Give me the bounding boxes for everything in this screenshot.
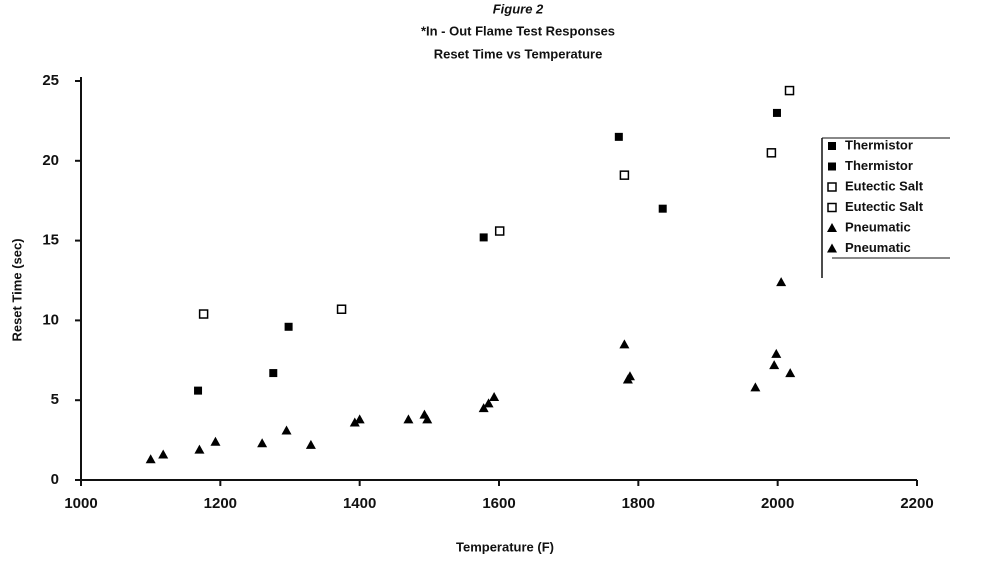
point bbox=[494, 226, 505, 236]
point bbox=[619, 170, 630, 180]
x-tick-label: 2200 bbox=[900, 495, 933, 512]
x-tick-label: 1600 bbox=[482, 495, 515, 512]
point bbox=[769, 360, 780, 370]
x-tick-label: 2000 bbox=[761, 495, 794, 512]
point bbox=[750, 382, 761, 392]
legend-marker bbox=[827, 243, 837, 253]
legend-label: Eutectic Salt bbox=[845, 199, 924, 214]
point bbox=[305, 439, 316, 449]
y-tick-label: 25 bbox=[42, 72, 59, 89]
point bbox=[349, 417, 360, 427]
point bbox=[336, 304, 347, 314]
point bbox=[489, 392, 500, 402]
legend-marker bbox=[827, 182, 837, 192]
legend-label: Thermistor bbox=[845, 158, 913, 173]
point bbox=[194, 444, 205, 454]
legend-label: Thermistor bbox=[845, 137, 913, 152]
point bbox=[257, 438, 268, 448]
y-tick-label: 10 bbox=[42, 311, 59, 328]
point bbox=[785, 368, 796, 378]
point bbox=[354, 414, 365, 424]
y-axis-label: Reset Time (sec) bbox=[9, 238, 24, 341]
point bbox=[766, 148, 777, 158]
point bbox=[403, 414, 414, 424]
point bbox=[145, 454, 156, 464]
x-tick-label: 1400 bbox=[343, 495, 376, 512]
legend-label: Pneumatic bbox=[845, 240, 911, 255]
point bbox=[784, 85, 795, 96]
y-tick-label: 15 bbox=[42, 232, 59, 249]
point bbox=[269, 369, 278, 378]
y-tick-label: 20 bbox=[42, 152, 59, 169]
legend-marker bbox=[828, 162, 836, 171]
point bbox=[619, 339, 630, 349]
point bbox=[624, 371, 635, 381]
point bbox=[776, 277, 787, 287]
chart-subtitle: *In - Out Flame Test Responses bbox=[421, 23, 615, 38]
legend-label: Pneumatic bbox=[845, 219, 911, 234]
chart-subtitle: Reset Time vs Temperature bbox=[434, 46, 603, 61]
point bbox=[194, 386, 203, 395]
point bbox=[422, 414, 433, 424]
legend-label: Eutectic Salt bbox=[845, 178, 924, 193]
legend-marker bbox=[827, 223, 837, 232]
point bbox=[158, 449, 169, 459]
chart-title: Figure 2 bbox=[493, 1, 544, 16]
x-tick-label: 1800 bbox=[622, 495, 655, 512]
y-tick-label: 5 bbox=[51, 391, 59, 408]
point bbox=[483, 398, 494, 408]
point bbox=[281, 425, 292, 435]
x-tick-label: 1000 bbox=[64, 495, 97, 512]
point bbox=[771, 348, 782, 358]
point bbox=[198, 309, 209, 319]
legend-marker bbox=[827, 202, 837, 213]
point bbox=[614, 132, 623, 141]
legend-marker bbox=[828, 142, 836, 150]
y-tick-label: 0 bbox=[51, 471, 59, 488]
x-axis-label: Temperature (F) bbox=[456, 539, 554, 554]
x-tick-label: 1200 bbox=[204, 495, 237, 512]
point bbox=[479, 233, 488, 242]
point bbox=[210, 436, 221, 446]
point bbox=[284, 322, 293, 331]
point bbox=[478, 403, 489, 413]
point bbox=[772, 108, 781, 117]
point bbox=[658, 204, 667, 213]
